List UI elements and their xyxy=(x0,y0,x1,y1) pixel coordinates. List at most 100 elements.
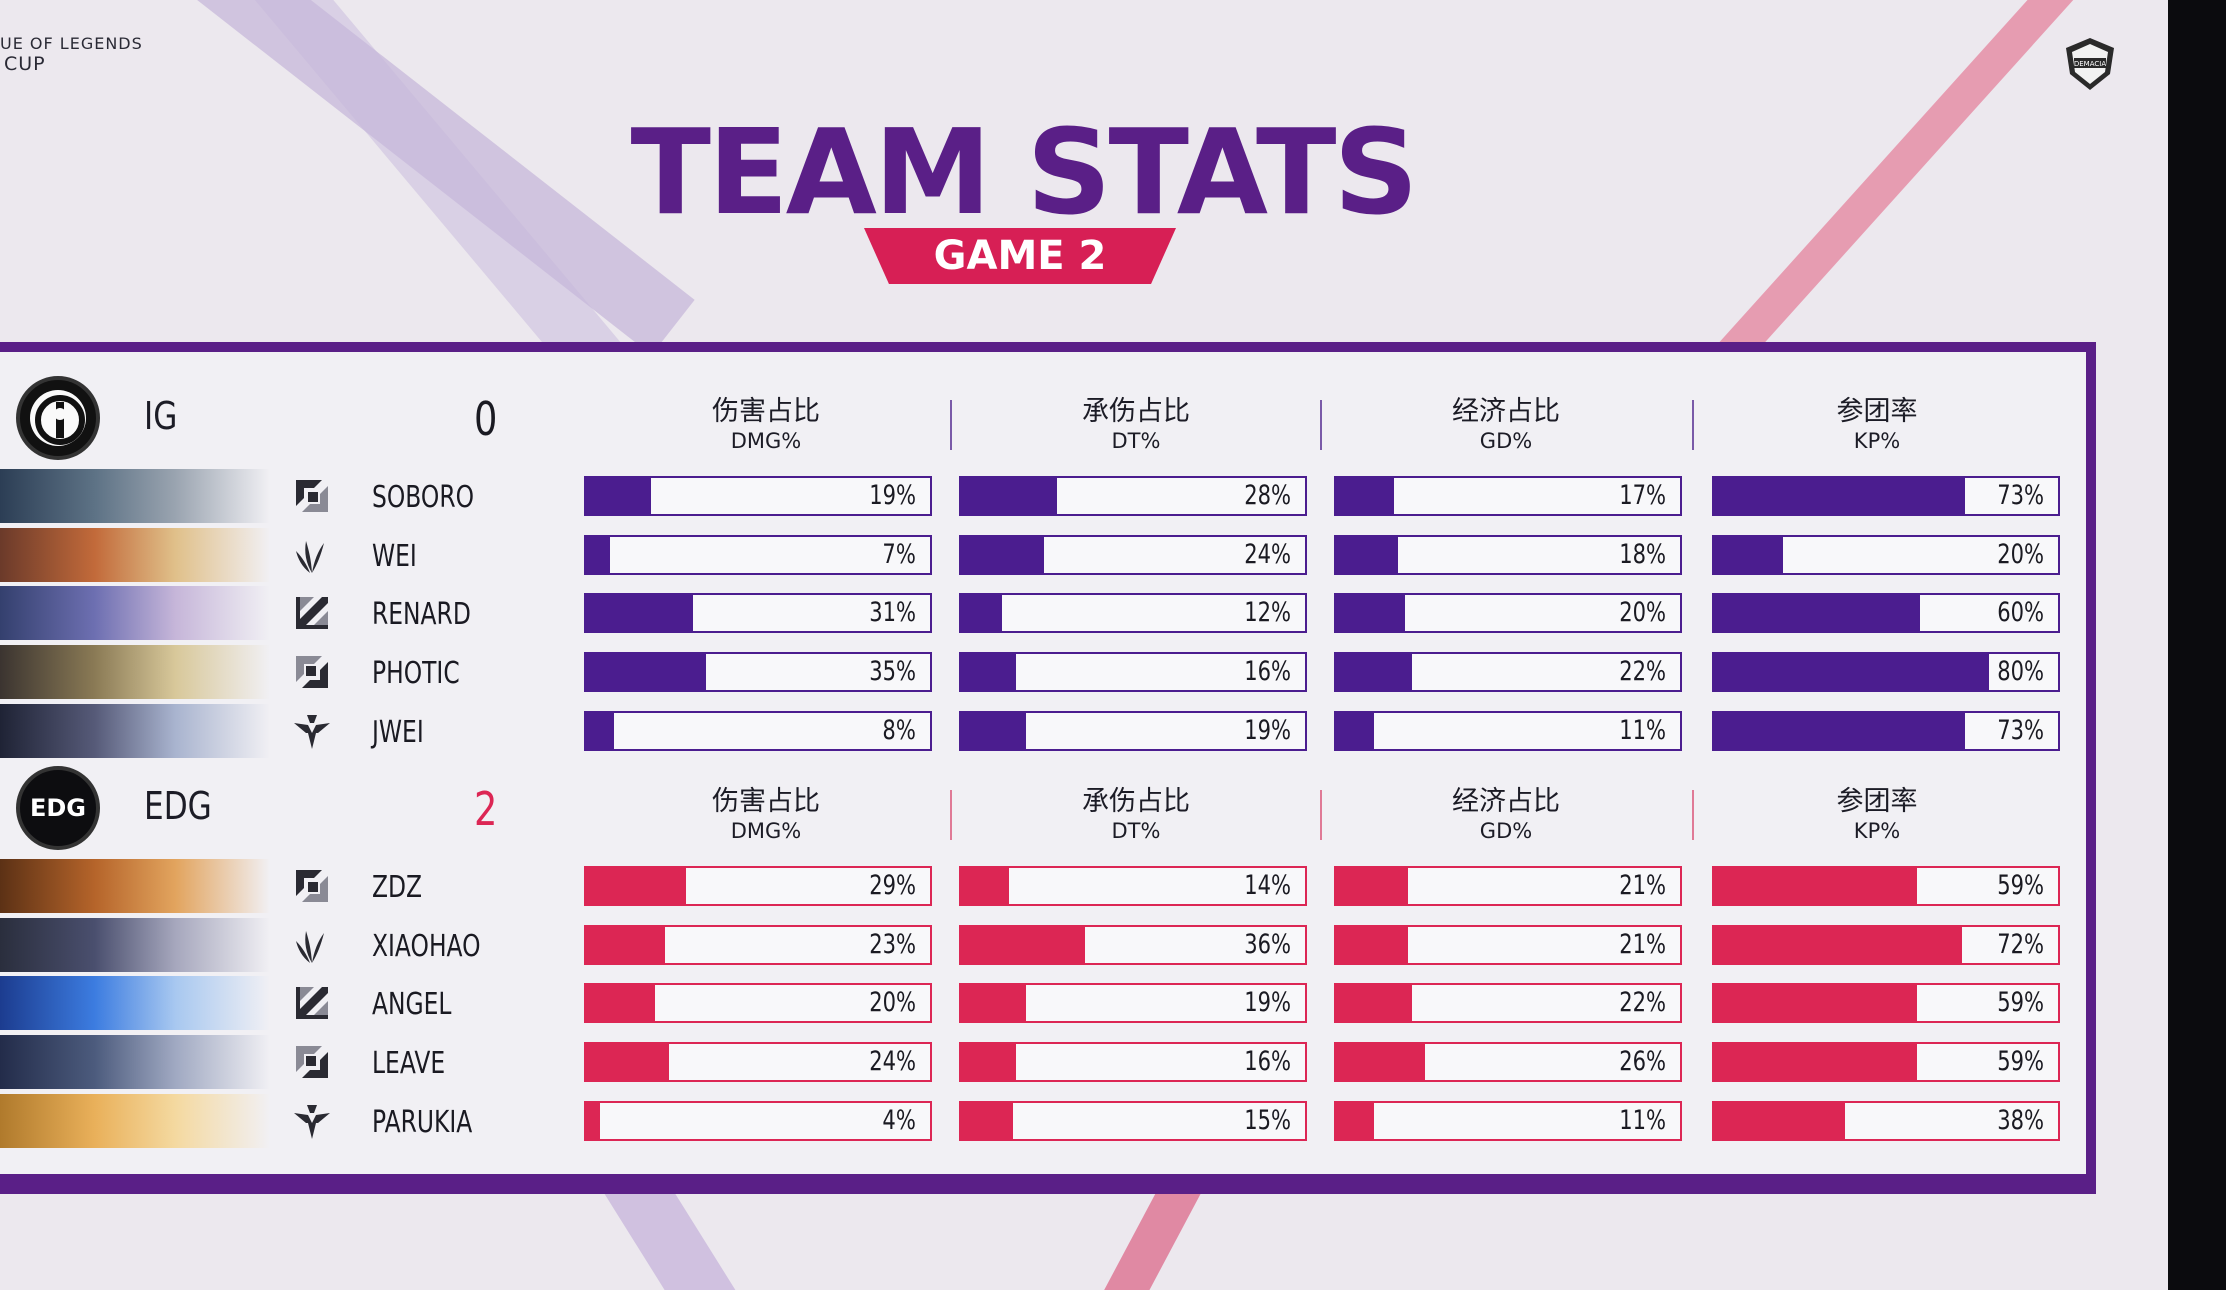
stat-bar-fill xyxy=(1336,1103,1374,1139)
stat-bar: 24% xyxy=(584,1042,932,1082)
ig-logo-icon xyxy=(16,376,100,460)
champion-portrait xyxy=(0,528,270,582)
column-header-en: DMG% xyxy=(730,819,802,843)
player-name: ZDZ xyxy=(372,870,423,905)
stat-bar: 80% xyxy=(1712,652,2060,692)
player-name: SOBORO xyxy=(372,480,475,515)
stat-bar-value: 29% xyxy=(869,870,916,901)
stat-bar-fill xyxy=(586,985,655,1021)
stat-bar-value: 4% xyxy=(882,1105,916,1136)
stat-bar-fill xyxy=(586,654,707,690)
column-header: 伤害占比 DMG% xyxy=(586,786,946,844)
stat-bar-value: 19% xyxy=(869,480,916,511)
stat-bar: 72% xyxy=(1712,925,2060,965)
team-score: 2 xyxy=(474,782,498,836)
stat-bar: 22% xyxy=(1334,652,1682,692)
stat-bar-fill xyxy=(961,868,1010,904)
stat-bar-value: 12% xyxy=(1244,597,1291,628)
stat-bar: 38% xyxy=(1712,1101,2060,1141)
player-name: WEI xyxy=(372,539,417,574)
stat-bar: 26% xyxy=(1334,1042,1682,1082)
column-header-en: GD% xyxy=(1479,819,1533,843)
stat-bar: 73% xyxy=(1712,476,2060,516)
edg-logo-text: EDG xyxy=(29,794,86,822)
champion-portrait xyxy=(0,645,270,699)
champion-portrait xyxy=(0,859,270,913)
stat-bar-value: 59% xyxy=(1997,870,2044,901)
stat-bar-value: 59% xyxy=(1997,1046,2044,1077)
column-divider xyxy=(950,790,952,840)
stat-bar-value: 11% xyxy=(1619,1105,1666,1136)
stat-bar-fill xyxy=(586,1044,669,1080)
champion-portrait xyxy=(0,1035,270,1089)
stat-bar: 7% xyxy=(584,535,932,575)
stat-bar-fill xyxy=(1714,868,1917,904)
support-role-icon xyxy=(292,711,332,751)
stat-bar: 14% xyxy=(959,866,1307,906)
column-header: 承伤占比 DT% xyxy=(956,396,1316,454)
league-line-2: CUP xyxy=(4,53,46,75)
player-name: RENARD xyxy=(372,597,471,632)
stat-bar-value: 22% xyxy=(1619,987,1666,1018)
stat-bar: 59% xyxy=(1712,866,2060,906)
team-score: 0 xyxy=(474,392,498,446)
stat-bar: 16% xyxy=(959,652,1307,692)
column-divider xyxy=(1320,400,1322,450)
stat-bar-value: 73% xyxy=(1997,715,2044,746)
stat-bar-fill xyxy=(1714,1044,1917,1080)
player-name: XIAOHAO xyxy=(372,929,481,964)
stat-bar-fill xyxy=(961,1044,1017,1080)
stat-bar-value: 60% xyxy=(1997,597,2044,628)
stat-bar-fill xyxy=(1336,713,1374,749)
column-divider xyxy=(1320,790,1322,840)
stat-bar: 18% xyxy=(1334,535,1682,575)
league-line-1: UE OF LEGENDS xyxy=(0,34,143,53)
player-name: ANGEL xyxy=(372,987,452,1022)
stat-bar-fill xyxy=(961,595,1003,631)
stat-bar-value: 26% xyxy=(1619,1046,1666,1077)
stat-bar-fill xyxy=(961,985,1027,1021)
stat-bar: 19% xyxy=(959,983,1307,1023)
game-label: GAME 2 xyxy=(933,233,1107,279)
bot-role-icon xyxy=(292,1042,332,1082)
stat-bar: 20% xyxy=(1334,593,1682,633)
column-header-en: DT% xyxy=(1111,429,1161,453)
player-name: LEAVE xyxy=(372,1046,446,1081)
player-name: PHOTIC xyxy=(372,656,460,691)
stat-bar-value: 36% xyxy=(1244,929,1291,960)
champion-portrait xyxy=(0,469,270,523)
stat-bar: 8% xyxy=(584,711,932,751)
stat-bar-value: 24% xyxy=(869,1046,916,1077)
ig-logo-inner xyxy=(30,390,86,446)
champion-portrait xyxy=(0,586,270,640)
league-logo-text: UE OF LEGENDS CUP xyxy=(0,34,143,74)
team-name: IG xyxy=(144,394,178,438)
stat-bar-value: 31% xyxy=(869,597,916,628)
stat-bar-value: 7% xyxy=(882,539,916,570)
stat-bar: 24% xyxy=(959,535,1307,575)
stat-bar: 36% xyxy=(959,925,1307,965)
svg-text:DEMACIA: DEMACIA xyxy=(2074,60,2106,68)
stat-bar-fill xyxy=(1336,478,1395,514)
champion-portrait xyxy=(0,918,270,972)
stat-bar: 21% xyxy=(1334,866,1682,906)
stat-bar-value: 23% xyxy=(869,929,916,960)
stat-bar-value: 24% xyxy=(1244,539,1291,570)
stat-bar-fill xyxy=(961,1103,1013,1139)
column-header-en: KP% xyxy=(1853,429,1901,453)
stat-bar: 19% xyxy=(584,476,932,516)
champion-portrait xyxy=(0,1094,270,1148)
column-header-cn: 承伤占比 xyxy=(1082,396,1190,427)
team-name: EDG xyxy=(144,784,212,828)
stat-bar-fill xyxy=(1714,654,1990,690)
stat-bar-value: 19% xyxy=(1244,715,1291,746)
stat-bar: 20% xyxy=(1712,535,2060,575)
stat-bar-fill xyxy=(1336,537,1398,573)
stat-bar-value: 35% xyxy=(869,656,916,687)
stat-bar: 23% xyxy=(584,925,932,965)
stat-bar-fill xyxy=(1714,478,1966,514)
stat-bar-value: 28% xyxy=(1244,480,1291,511)
stat-bar-fill xyxy=(961,654,1017,690)
stat-bar-value: 16% xyxy=(1244,1046,1291,1077)
column-header-en: GD% xyxy=(1479,429,1533,453)
